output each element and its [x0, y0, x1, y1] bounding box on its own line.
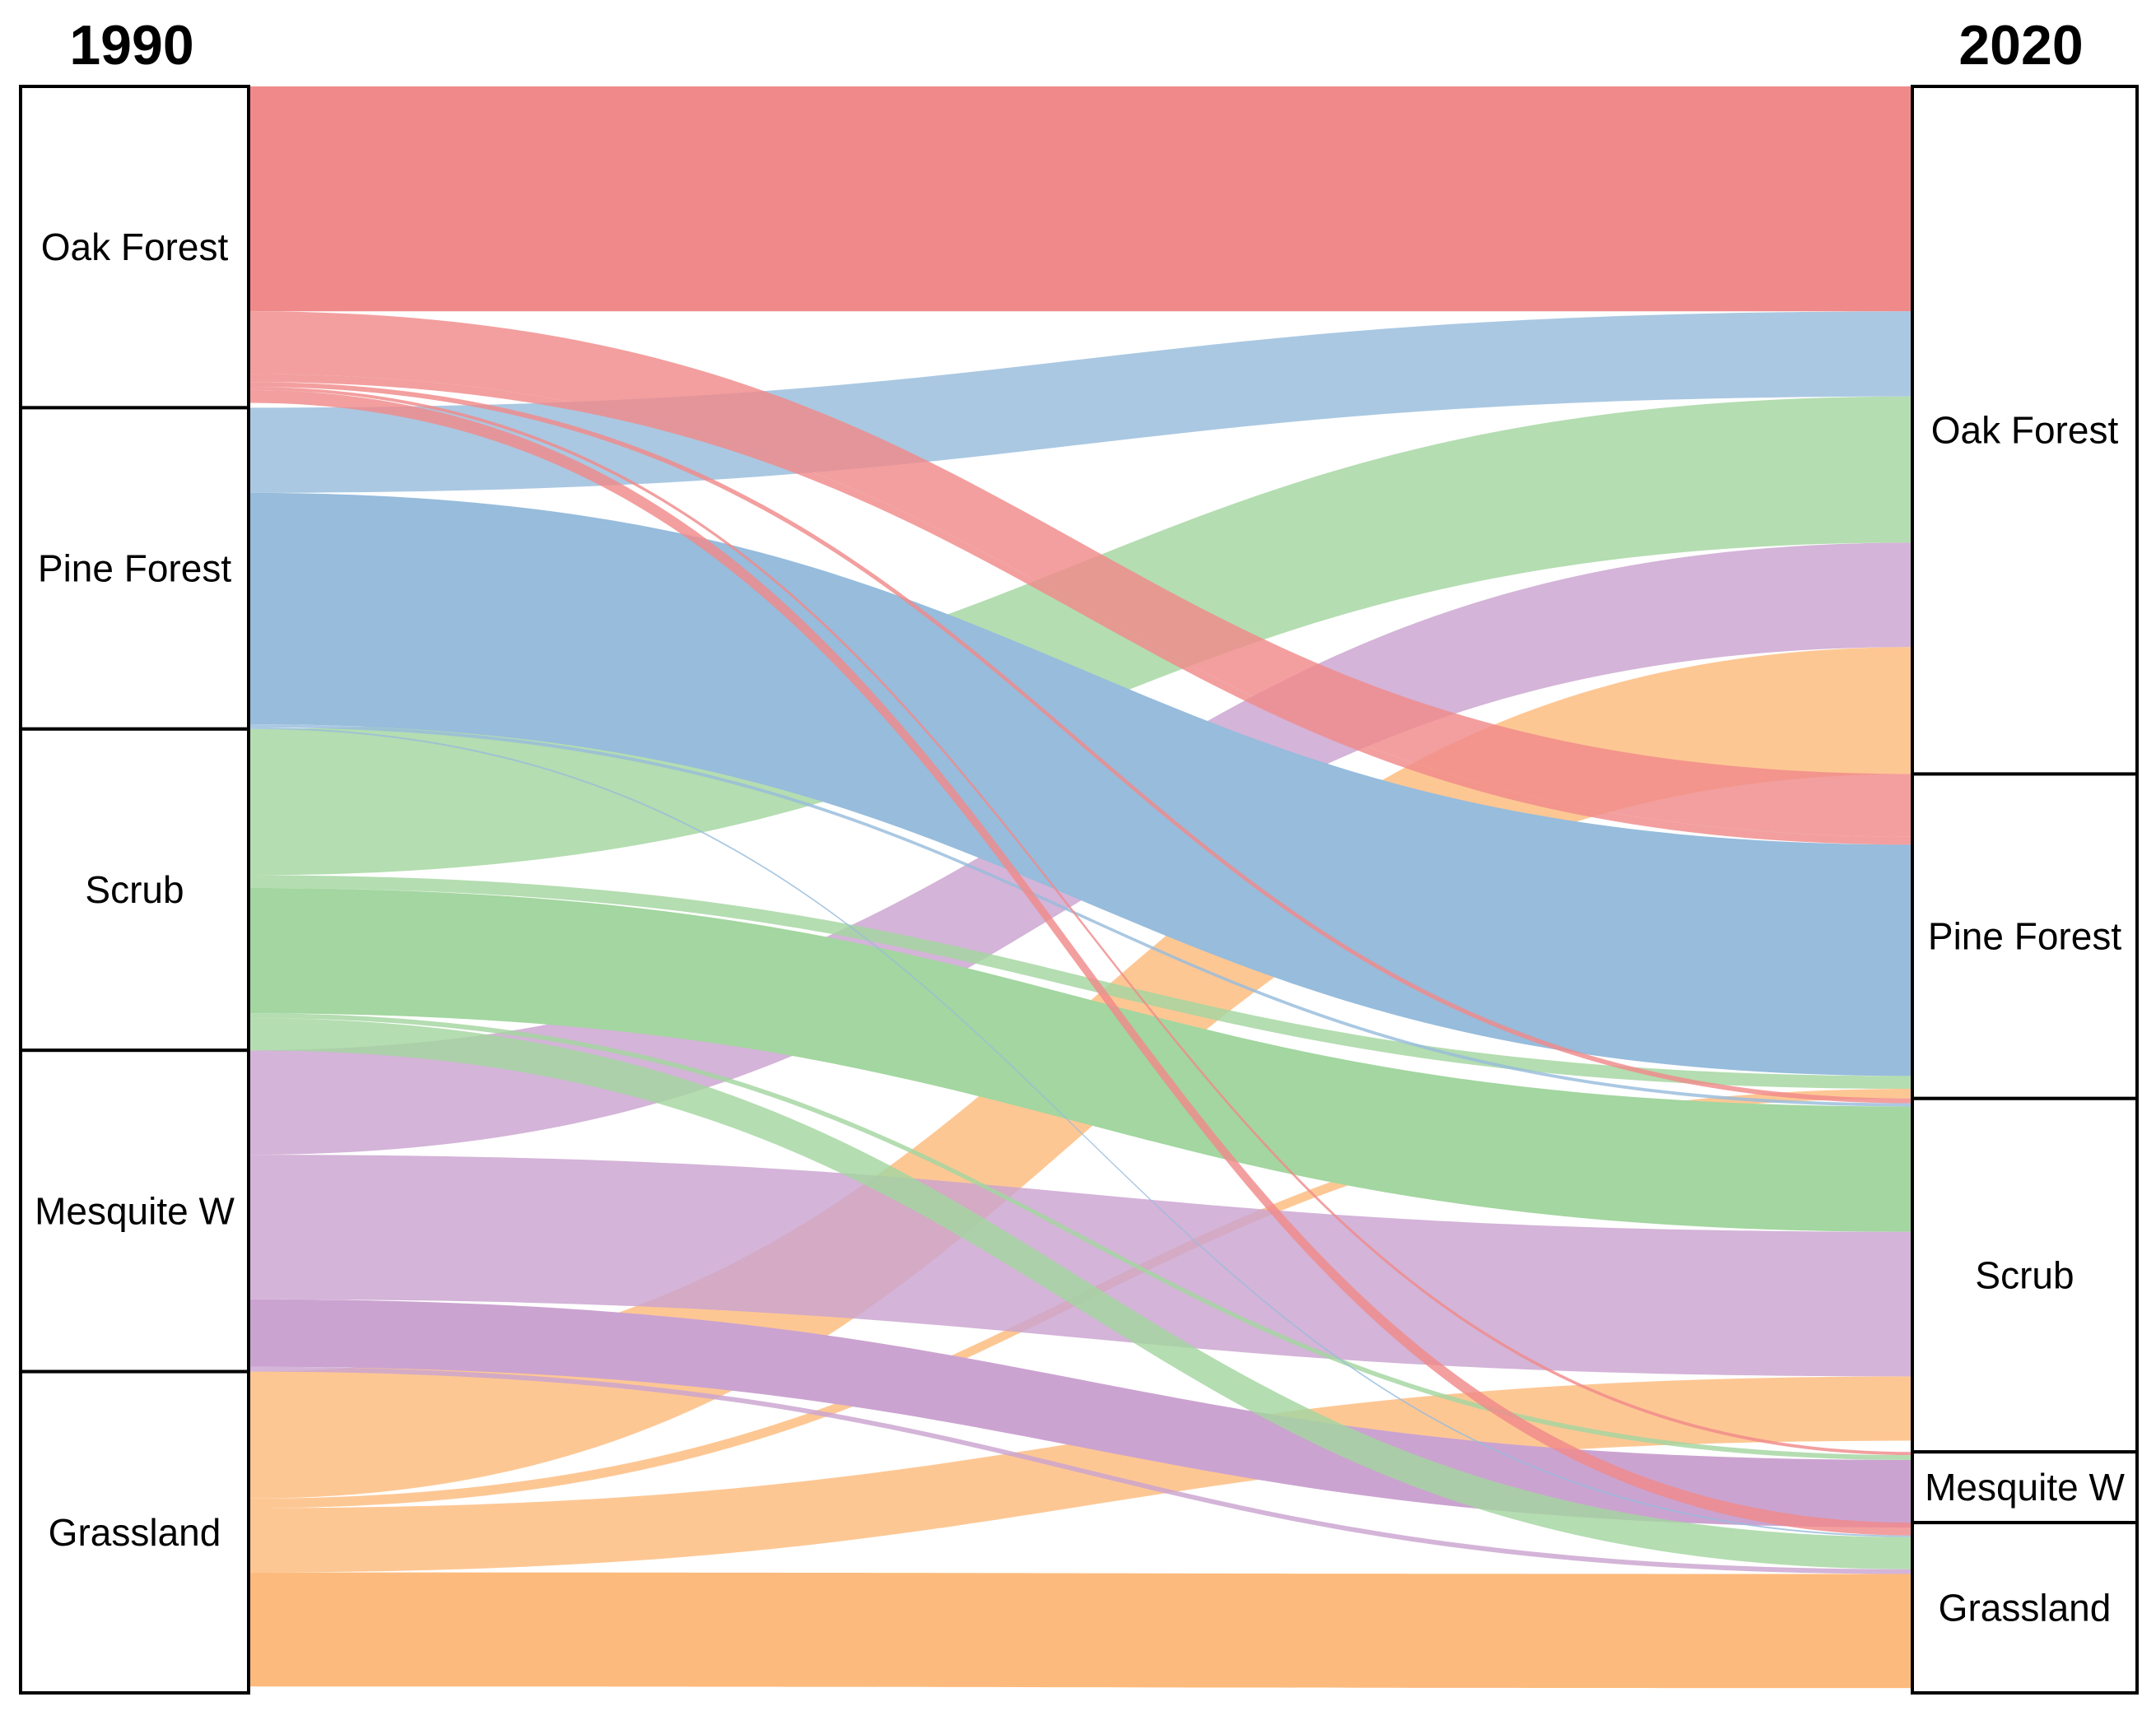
- flow-oak-forest-to-scrub: [249, 382, 1912, 1104]
- node-label-1990-pine-forest: Pine Forest: [38, 547, 231, 590]
- axis-title-2020: 2020: [1958, 14, 2083, 77]
- node-2020-scrub: [1911, 1096, 2139, 1454]
- node-label-1990-oak-forest: Oak Forest: [41, 225, 229, 268]
- node-1990-pine-forest: [19, 406, 250, 731]
- flow-oak-forest-to-pine-forest: [249, 311, 1912, 837]
- flow-scrub-to-scrub: [249, 888, 1912, 1232]
- node-label-1990-grassland: Grassland: [49, 1511, 221, 1554]
- flow-mesquite-w-to-scrub: [249, 1155, 1912, 1377]
- axis-title-1990: 1990: [69, 14, 193, 77]
- node-1990-scrub: [19, 727, 250, 1053]
- nodes-layer: Oak Forest Pine Forest Scrub Mesquite W Gras…: [19, 85, 2139, 1695]
- node-2020-pine-forest: [1911, 772, 2139, 1100]
- flow-pine-forest-to-pine-forest: [249, 492, 1912, 1076]
- node-1990-oak-forest: [19, 85, 250, 410]
- node-label-2020-pine-forest: Pine Forest: [1928, 915, 2121, 958]
- flow-scrub-to-pine-forest: [249, 875, 1912, 1090]
- node-label-2020-oak-forest: Oak Forest: [1931, 409, 2119, 452]
- node-2020-mesquite-w: [1911, 1450, 2139, 1525]
- flow-oak-forest-to-mesquite-w: [249, 387, 1912, 1456]
- node-label-2020-grassland: Grassland: [1939, 1587, 2112, 1630]
- flow-pine-forest-to-oak-forest: [249, 311, 1912, 493]
- node-label-1990-mesquite-w: Mesquite W: [35, 1189, 235, 1232]
- flow-scrub-to-mesquite-w: [249, 1013, 1912, 1460]
- node-1990-mesquite-w: [19, 1048, 250, 1374]
- node-label-2020-mesquite-w: Mesquite W: [1925, 1466, 2125, 1509]
- flow-mesquite-w-to-mesquite-w: [249, 1299, 1912, 1527]
- flow-pine-forest-to-grassland: [249, 727, 1912, 1537]
- flow-oak-forest-to-pine-forest: [249, 374, 1912, 845]
- flow-oak-forest-to-grassland: [249, 389, 1912, 1536]
- node-2020-grassland: [1911, 1521, 2139, 1695]
- flow-pine-forest-to-scrub: [249, 723, 1912, 1107]
- flow-mesquite-w-to-grassland: [249, 1366, 1912, 1574]
- node-label-2020-scrub: Scrub: [1975, 1253, 2074, 1296]
- flow-scrub-to-grassland: [249, 1018, 1912, 1569]
- flow-oak-forest-to-oak-forest: [249, 86, 1912, 312]
- node-1990-grassland: [19, 1369, 250, 1695]
- node-2020-oak-forest: [1911, 85, 2139, 776]
- flow-grassland-to-grassland: [249, 1572, 1912, 1689]
- node-label-1990-scrub: Scrub: [85, 868, 184, 911]
- flow-grassland-to-scrub: [249, 1376, 1912, 1573]
- flows-layer: [249, 86, 1912, 1689]
